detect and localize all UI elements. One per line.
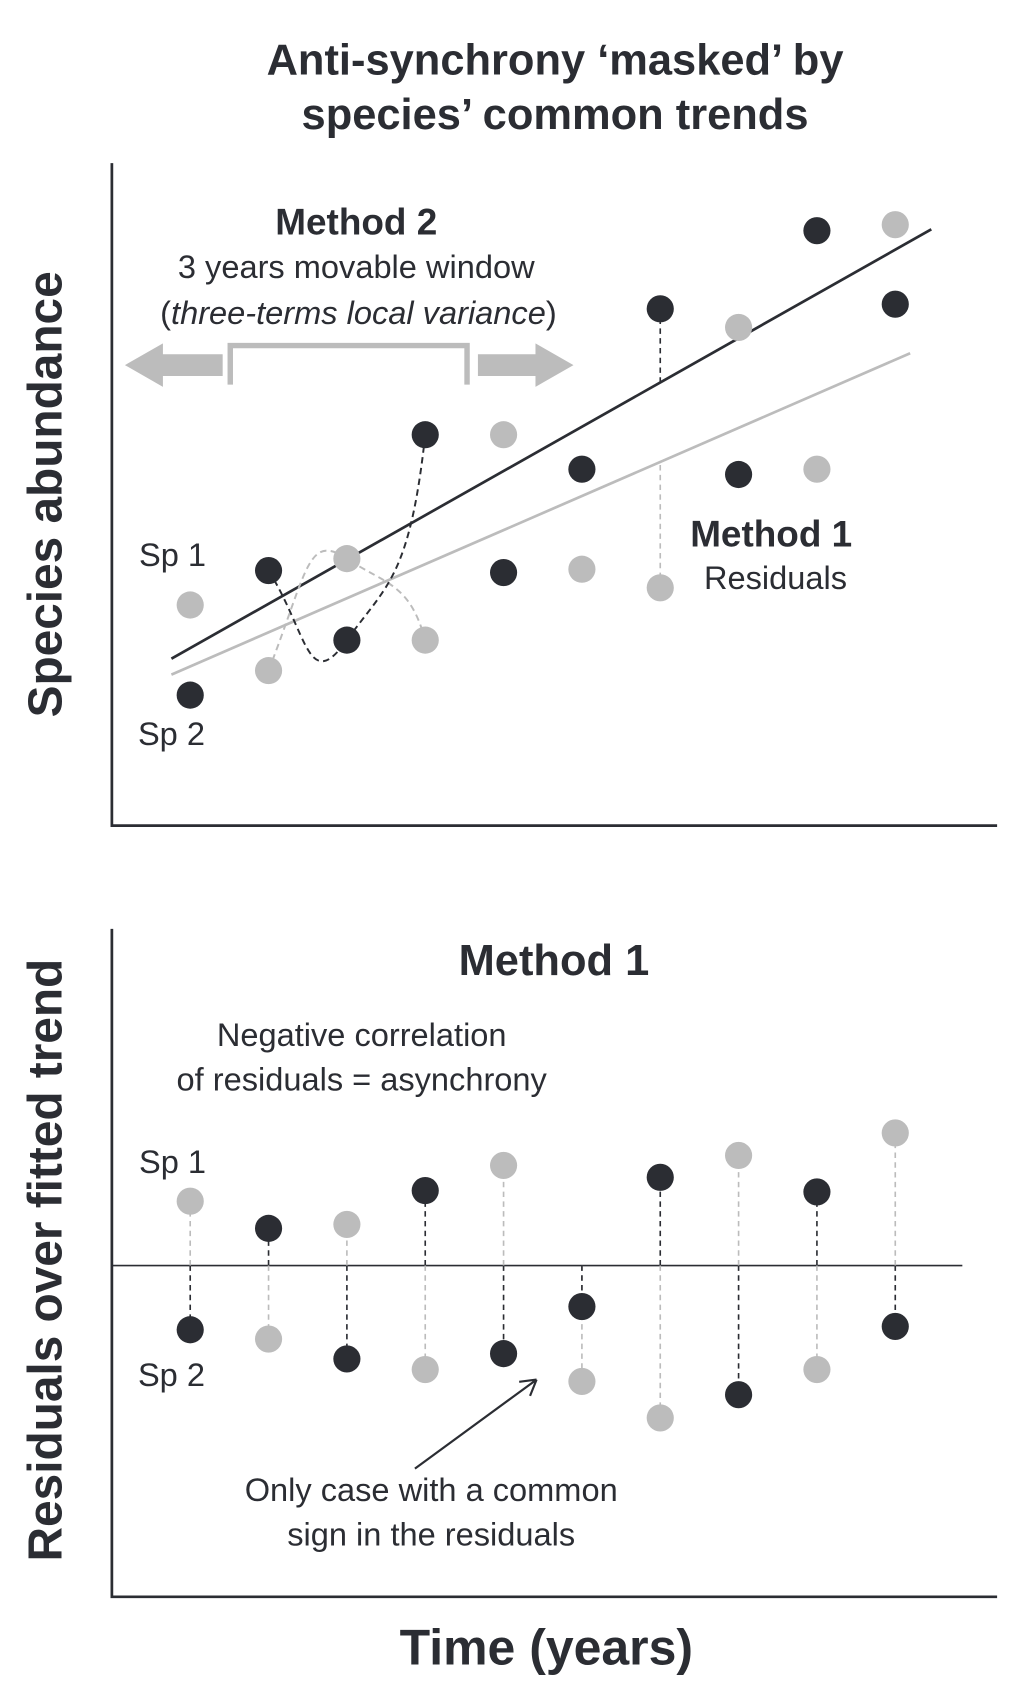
callout-arrow: [414, 1378, 538, 1470]
arrow-right: [477, 343, 574, 387]
point: [803, 217, 831, 245]
method1-title: Method 1: [690, 513, 852, 554]
point: [333, 545, 361, 573]
point: [489, 558, 518, 587]
marks: Sp 1 Sp 2 Sp 1 Sp 2: [138, 211, 932, 1432]
note: Negative correlation: [217, 1017, 507, 1053]
point: [881, 290, 909, 318]
point: [725, 460, 753, 489]
point: [176, 591, 204, 619]
axis: [110, 928, 998, 1599]
point: [725, 313, 753, 341]
point: [254, 657, 283, 685]
axis: [110, 163, 998, 828]
legend-label: Sp 2: [138, 716, 205, 752]
point: [254, 556, 283, 585]
method2-text: 3 years movable window: [178, 249, 535, 285]
title: species’ common trends: [302, 91, 809, 139]
window-curve: [267, 434, 427, 663]
point: [646, 295, 674, 323]
y-label: Residuals over fitted trend: [20, 959, 73, 1562]
point: [568, 1292, 596, 1321]
point: [176, 1187, 204, 1215]
point: [725, 1381, 753, 1409]
point: [568, 555, 596, 583]
point: [881, 211, 909, 239]
legend-label: Sp 1: [139, 1144, 206, 1180]
point: [333, 1345, 361, 1373]
legend-label: Sp 1: [139, 537, 206, 573]
note: of residuals = asynchrony: [177, 1062, 548, 1098]
point: [176, 1316, 204, 1344]
point: [411, 1177, 439, 1205]
point: [411, 421, 439, 449]
window-curve: [267, 549, 427, 671]
point: [489, 421, 518, 449]
point: [881, 1119, 909, 1147]
method1-text: Residuals: [704, 560, 847, 596]
panel-title: Method 1: [459, 937, 650, 985]
point: [803, 455, 831, 483]
point: [333, 1210, 361, 1238]
point: [489, 1151, 518, 1179]
legend-label: Sp 2: [138, 1357, 205, 1393]
point: [725, 1141, 753, 1170]
point: [881, 1312, 909, 1341]
point: [568, 455, 596, 483]
point: [489, 1340, 518, 1368]
point: [333, 626, 361, 654]
point: [568, 1367, 596, 1396]
x-label: Time (years): [400, 1619, 693, 1675]
arrow-left: [124, 343, 223, 387]
point: [646, 1404, 674, 1432]
point: [411, 1355, 439, 1384]
y-label: Species abundance: [20, 271, 73, 717]
method2-title: Method 2: [275, 202, 437, 243]
point: [254, 1325, 283, 1353]
point: [646, 574, 674, 602]
point: [803, 1178, 831, 1206]
point: [646, 1163, 674, 1191]
callout: Only case with a common: [245, 1472, 618, 1508]
method2-text: (three-terms local variance): [160, 295, 557, 331]
title: Anti-synchrony ‘masked’ by: [267, 37, 844, 85]
point: [411, 626, 439, 654]
point: [254, 1214, 283, 1242]
point: [176, 681, 204, 709]
callout: sign in the residuals: [287, 1517, 575, 1553]
point: [803, 1355, 831, 1384]
window-bracket: [227, 342, 470, 385]
